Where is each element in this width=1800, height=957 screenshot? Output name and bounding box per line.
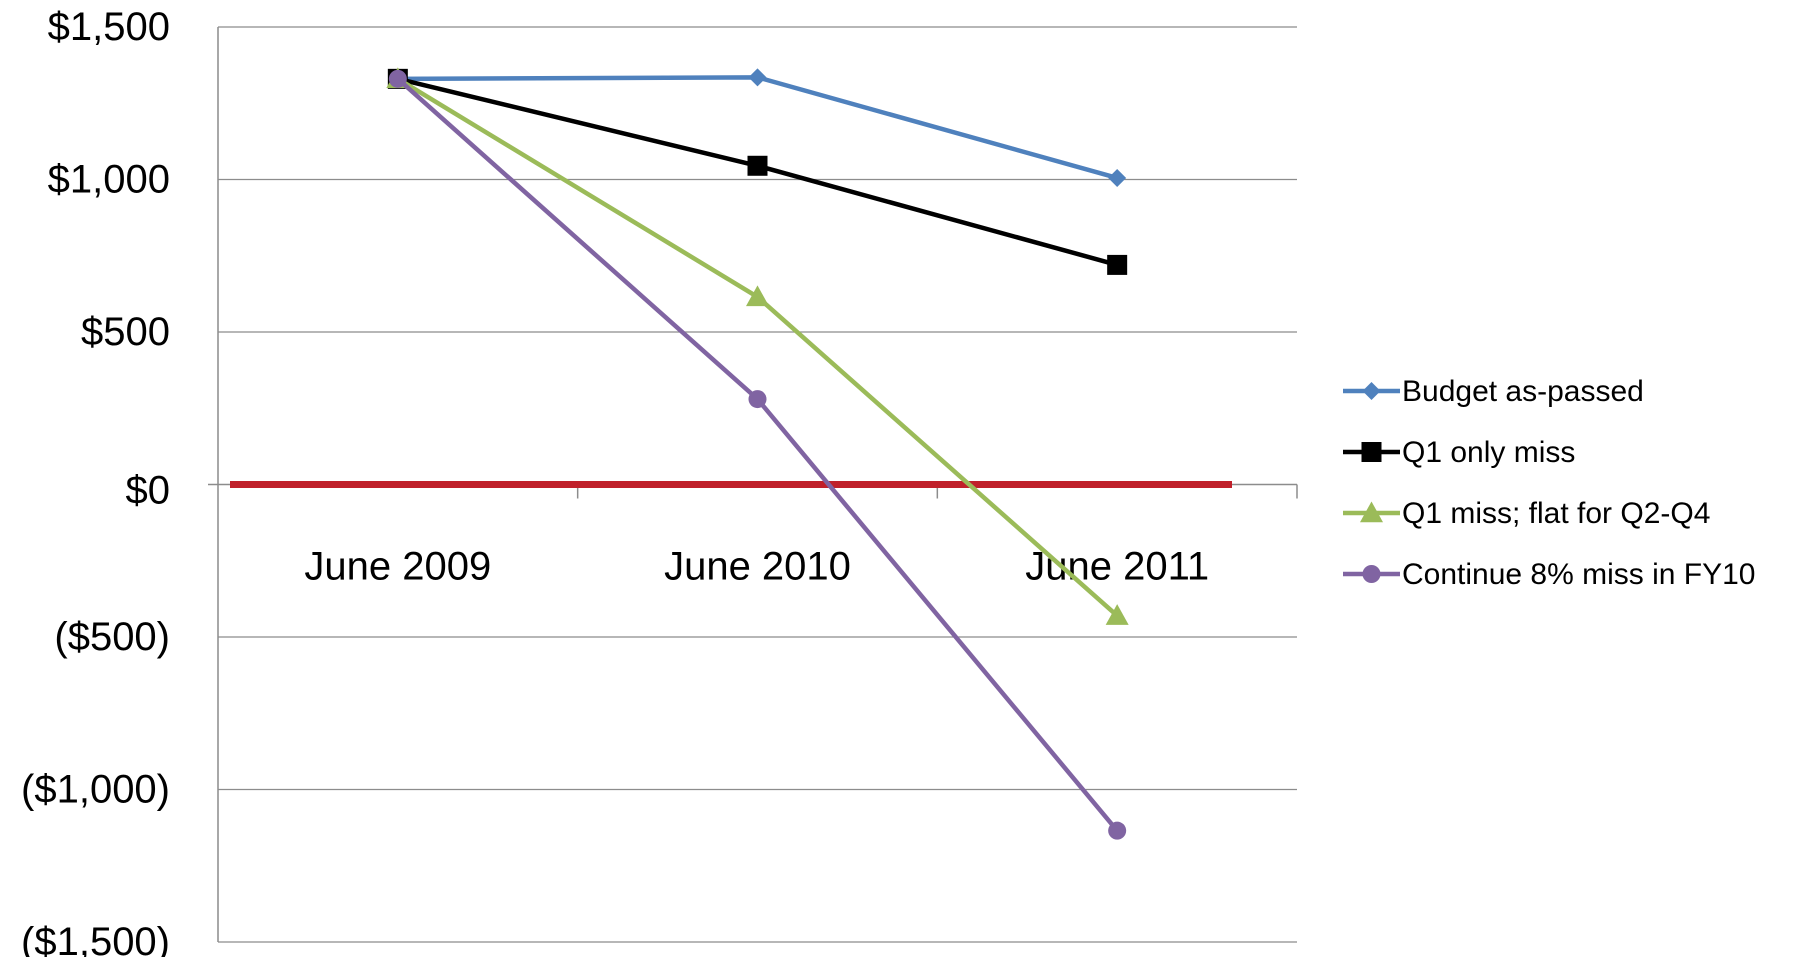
x-category-label: June 2009 (304, 545, 491, 589)
y-tick-label-zero: $0 (126, 469, 171, 513)
legend-item: Q1 miss; flat for Q2-Q4 (1343, 497, 1710, 530)
data-point-square (1107, 254, 1128, 275)
data-point-circle (1108, 821, 1127, 840)
y-tick-label: ($1,000) (21, 768, 170, 812)
series-lines (386, 67, 1129, 840)
y-tick-label: ($1,500) (21, 920, 170, 957)
data-point-diamond (1108, 168, 1127, 187)
gridlines (218, 26, 1297, 943)
data-point-triangle (1105, 604, 1129, 625)
data-point-circle (388, 69, 407, 88)
series-3 (388, 69, 1127, 840)
legend-marker-triangle (1360, 501, 1383, 523)
y-tick-label: $500 (81, 310, 170, 354)
y-tick-label: $1,000 (48, 158, 170, 202)
legend-marker-circle (1362, 565, 1381, 583)
x-category-label: June 2010 (664, 545, 851, 589)
legend-item: Budget as-passed (1343, 375, 1644, 408)
x-axis-category-labels: June 2009 June 2010 June 2011 (304, 545, 1209, 589)
data-point-circle (748, 390, 767, 409)
legend-marker-diamond (1362, 382, 1381, 400)
legend: Budget as-passed Q1 only miss Q1 miss; fla… (1343, 375, 1756, 591)
series-line (396, 77, 1119, 833)
y-tick-label: ($500) (54, 615, 170, 659)
legend-label: Q1 only miss (1402, 436, 1575, 469)
data-point-square (747, 155, 768, 176)
data-point-triangle (746, 285, 769, 307)
legend-label: Continue 8% miss in FY10 (1402, 558, 1756, 591)
data-point-diamond (748, 68, 767, 87)
axes (208, 27, 1298, 942)
legend-label: Budget as-passed (1402, 375, 1644, 408)
y-axis-tick-labels: $1,500 $1,000 $500 $0 ($500) ($1,000) ($1,500) (21, 5, 170, 957)
legend-label: Q1 miss; flat for Q2-Q4 (1402, 497, 1710, 530)
legend-marker-square (1361, 442, 1382, 462)
series-1 (387, 68, 1128, 275)
legend-item: Continue 8% miss in FY10 (1343, 558, 1756, 591)
legend-item: Q1 only miss (1343, 436, 1575, 469)
y-tick-label: $1,500 (48, 5, 170, 49)
x-category-label: June 2011 (1025, 545, 1209, 589)
